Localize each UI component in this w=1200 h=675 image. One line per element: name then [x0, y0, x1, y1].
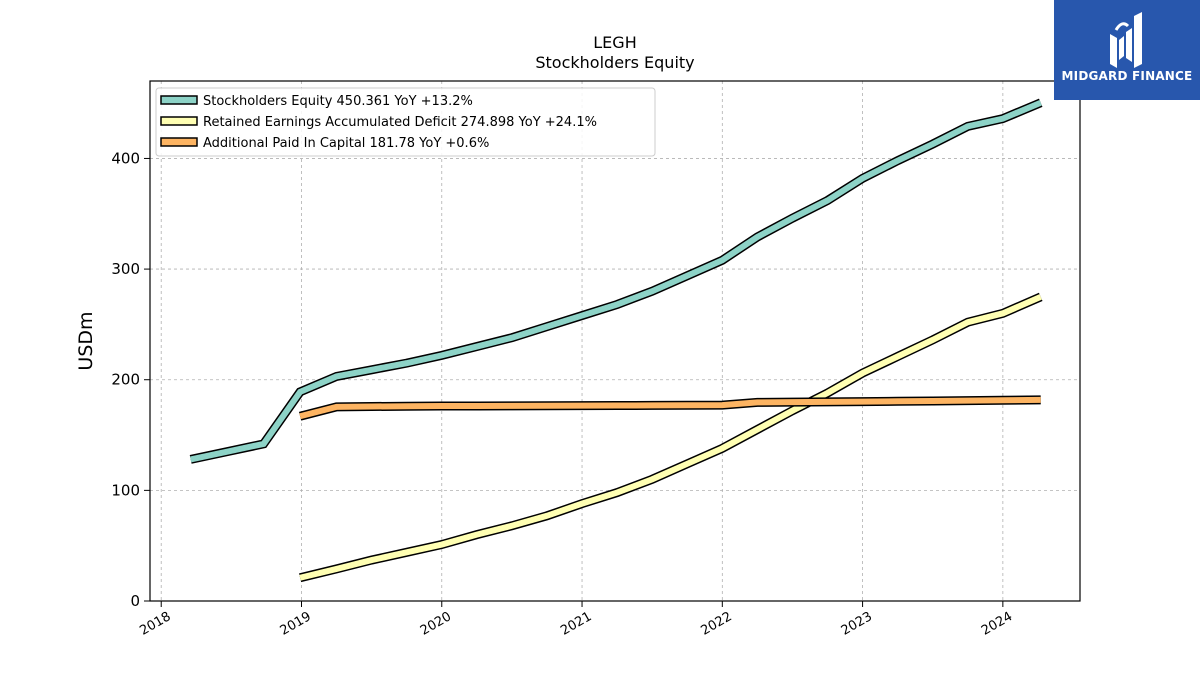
chart-subtitle: Stockholders Equity [535, 53, 694, 72]
series-line [299, 294, 1042, 581]
series-line [299, 396, 1041, 420]
legend-swatch [160, 116, 198, 126]
midgard-finance-logo: MIDGARD FINANCE [1054, 0, 1200, 100]
y-axis-label: USDm [75, 311, 97, 370]
logo-text: MIDGARD FINANCE [1061, 69, 1193, 83]
chart-title: LEGH [593, 33, 636, 52]
plot-frame [149, 80, 1081, 602]
x-tick-label: 2024 [979, 609, 1015, 639]
x-tick-label: 2020 [418, 609, 454, 639]
legend-label: Stockholders Equity 450.361 YoY +13.2% [203, 94, 473, 109]
logo-mark-icon [1110, 12, 1142, 68]
x-tick-label: 2023 [839, 609, 875, 639]
legend-swatch [160, 137, 198, 147]
legend-swatch [160, 95, 198, 105]
y-tick-label: 400 [111, 149, 140, 167]
series-line [190, 99, 1042, 463]
y-tick-label: 100 [111, 481, 140, 499]
x-tick-label: 2022 [698, 609, 734, 639]
x-tick-label: 2019 [278, 609, 314, 639]
y-tick-label: 200 [111, 371, 140, 389]
legend-label: Additional Paid In Capital 181.78 YoY +0… [203, 136, 489, 151]
legend: Stockholders Equity 450.361 YoY +13.2% Re… [155, 87, 656, 157]
y-tick-label: 0 [130, 592, 140, 610]
y-tick-label: 300 [111, 260, 140, 278]
legend-box [155, 87, 656, 157]
x-tick-label: 2021 [558, 609, 594, 639]
legend-label: Retained Earnings Accumulated Deficit 27… [203, 115, 597, 130]
x-tick-label: 2018 [137, 609, 173, 639]
